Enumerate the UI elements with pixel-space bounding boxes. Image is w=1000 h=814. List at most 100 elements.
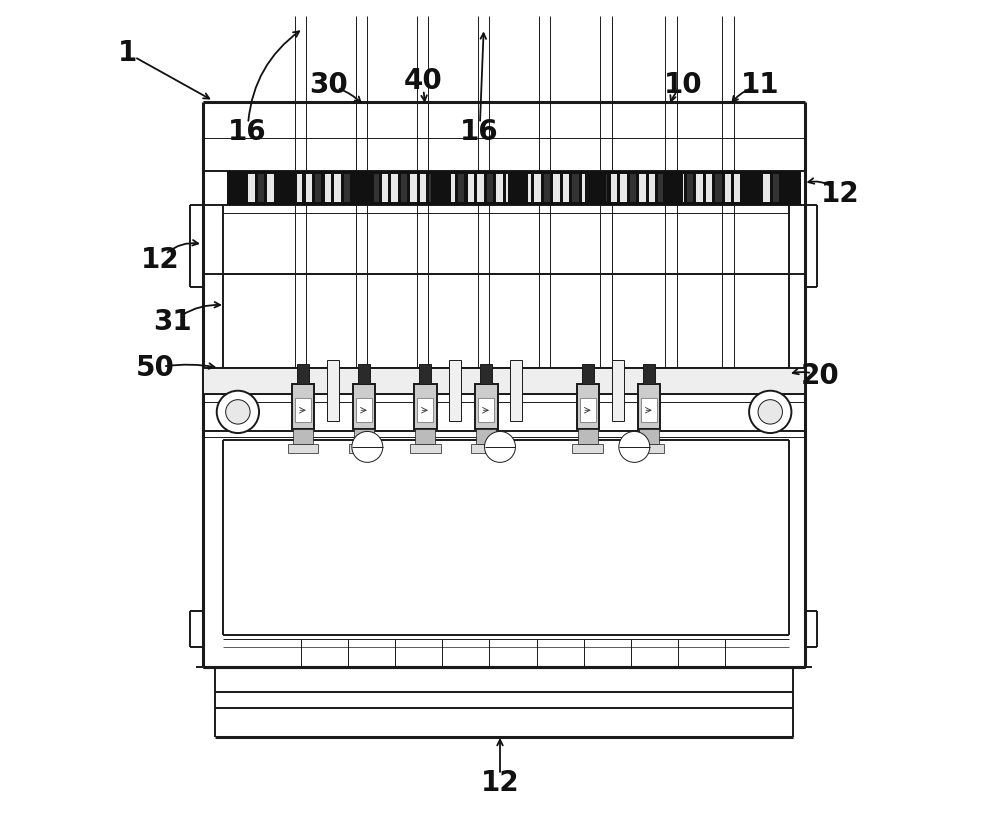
Circle shape	[226, 400, 250, 424]
Bar	[227, 171, 801, 205]
Circle shape	[352, 431, 383, 462]
Text: 16: 16	[228, 118, 267, 146]
Bar	[643, 364, 655, 384]
Bar	[782, 174, 789, 202]
Bar	[306, 174, 312, 202]
Bar	[792, 174, 798, 202]
Bar	[563, 174, 569, 202]
Bar	[734, 174, 741, 202]
Bar	[414, 384, 437, 429]
Bar	[353, 384, 375, 429]
Bar	[358, 364, 370, 384]
Bar	[781, 171, 801, 205]
Bar	[740, 171, 760, 205]
Bar	[696, 174, 703, 202]
Text: 10: 10	[664, 72, 702, 99]
Bar	[677, 174, 684, 202]
Bar	[763, 174, 770, 202]
Circle shape	[749, 391, 791, 433]
Bar	[325, 174, 331, 202]
Bar	[480, 364, 492, 384]
Bar	[296, 174, 302, 202]
Bar	[487, 174, 493, 202]
Bar	[417, 398, 433, 422]
Bar	[508, 171, 528, 205]
Bar	[391, 174, 398, 202]
Text: 20: 20	[801, 362, 839, 390]
Bar	[612, 360, 624, 421]
Bar	[277, 174, 283, 202]
Bar	[496, 174, 503, 202]
Bar	[706, 174, 712, 202]
Bar	[344, 174, 350, 202]
Bar	[534, 174, 541, 202]
Bar	[353, 174, 360, 202]
Bar	[382, 174, 388, 202]
Bar	[525, 174, 531, 202]
Bar	[577, 384, 599, 429]
Bar	[354, 429, 374, 444]
Bar	[334, 174, 341, 202]
Bar	[286, 174, 293, 202]
Circle shape	[619, 431, 650, 462]
Bar	[248, 174, 255, 202]
Bar	[715, 174, 722, 202]
Bar	[475, 384, 498, 429]
Bar	[353, 171, 374, 205]
Bar	[315, 174, 321, 202]
Text: 12: 12	[821, 180, 860, 208]
Bar	[293, 429, 313, 444]
Bar	[401, 174, 407, 202]
Bar	[477, 174, 484, 202]
Circle shape	[485, 431, 515, 462]
Text: 31: 31	[153, 308, 192, 335]
Bar	[582, 364, 594, 384]
Bar	[227, 171, 248, 205]
Bar	[582, 174, 588, 202]
Bar	[668, 174, 674, 202]
Bar	[468, 174, 474, 202]
Text: 12: 12	[481, 769, 519, 797]
Text: 16: 16	[460, 118, 499, 146]
Circle shape	[758, 400, 782, 424]
Bar	[288, 444, 318, 453]
Bar	[630, 174, 636, 202]
Bar	[429, 174, 436, 202]
Bar	[580, 398, 596, 422]
Bar	[515, 174, 522, 202]
Bar	[420, 174, 426, 202]
Bar	[578, 429, 598, 444]
Bar	[591, 174, 598, 202]
Bar	[611, 174, 617, 202]
Bar	[478, 398, 494, 422]
Text: 40: 40	[403, 68, 442, 95]
Bar	[297, 364, 309, 384]
Bar	[585, 171, 606, 205]
Bar	[458, 174, 464, 202]
Bar	[725, 174, 731, 202]
Bar	[356, 398, 372, 422]
Bar	[663, 171, 683, 205]
Bar	[544, 174, 550, 202]
Text: 30: 30	[310, 72, 348, 99]
Bar	[641, 398, 657, 422]
Bar	[744, 174, 750, 202]
Bar	[687, 174, 693, 202]
Bar	[471, 444, 502, 453]
Bar	[229, 174, 236, 202]
Bar	[239, 174, 245, 202]
Bar	[476, 429, 496, 444]
Bar	[449, 360, 461, 421]
Bar	[639, 174, 646, 202]
Bar	[510, 360, 522, 421]
Text: 50: 50	[135, 354, 174, 382]
Bar	[439, 174, 445, 202]
Bar	[363, 174, 369, 202]
Bar	[410, 174, 417, 202]
Bar	[633, 444, 664, 453]
Bar	[410, 444, 441, 453]
Bar	[649, 174, 655, 202]
Bar	[754, 174, 760, 202]
Bar	[639, 429, 659, 444]
Bar	[267, 174, 274, 202]
